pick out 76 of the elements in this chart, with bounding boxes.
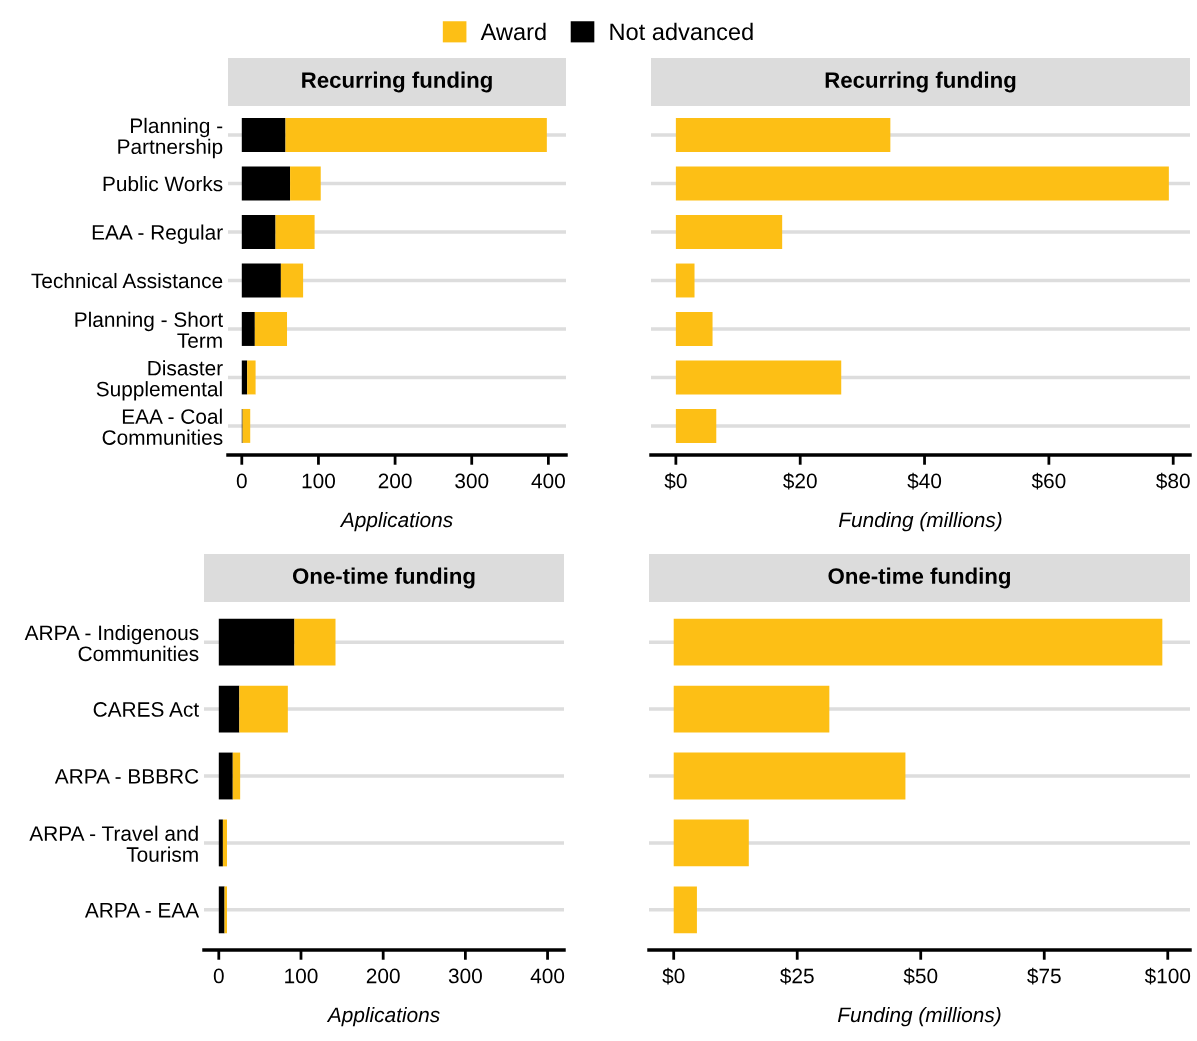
x-axis-title: Applications [326, 1006, 440, 1027]
bar [241, 312, 255, 346]
x-tick-label: 200 [366, 968, 400, 984]
bar [218, 618, 295, 666]
bar [280, 263, 304, 298]
bar [218, 886, 225, 934]
bar [239, 685, 288, 733]
bar [675, 215, 783, 249]
x-tick-label: $60 [1031, 472, 1066, 490]
bar [241, 118, 286, 153]
bar [675, 118, 891, 153]
x-tick-label: 0 [236, 473, 247, 489]
bar [675, 166, 1169, 201]
x-tick-label: 400 [531, 473, 565, 489]
x-tick-label: 100 [302, 473, 336, 489]
y-tick-label: Public Works [103, 176, 223, 192]
legend-label: Not advanced [610, 22, 753, 41]
chart-title: One-time funding [292, 567, 475, 589]
bar [673, 819, 749, 867]
bar [241, 263, 281, 298]
x-tick-label: $25 [780, 967, 814, 985]
y-tick-label: Planning - Short Term [75, 311, 223, 348]
y-tick-label: EAA - Coal Communities [102, 408, 223, 445]
x-tick-label: 0 [213, 968, 224, 984]
x-axis-title: Applications [339, 511, 453, 532]
x-tick-label: 200 [378, 473, 412, 489]
bar [232, 752, 241, 800]
chart-title: Recurring funding [825, 71, 1016, 93]
bar [675, 312, 713, 346]
bar [285, 118, 547, 153]
x-tick-label: $40 [907, 472, 942, 490]
bar [242, 408, 251, 443]
bar [254, 312, 288, 346]
bar [218, 752, 233, 800]
bar [673, 886, 697, 934]
x-tick-label: 100 [285, 968, 318, 984]
bar [218, 819, 223, 867]
bar [675, 263, 695, 298]
bar [675, 360, 842, 395]
bar [218, 685, 240, 733]
x-tick-label: $0 [664, 472, 687, 490]
bar [294, 618, 336, 666]
bar [275, 215, 315, 249]
x-axis-title: Funding (millions) [837, 1006, 1001, 1027]
y-tick-label: CARES Act [93, 702, 199, 717]
bar [673, 685, 830, 733]
chart-title: Recurring funding [302, 71, 492, 93]
y-tick-label: Technical Assistance [31, 272, 223, 289]
x-axis-title: Funding (millions) [838, 511, 1002, 532]
y-tick-label: ARPA - Indigenous Communities [24, 624, 199, 662]
legend-label: Award [480, 22, 546, 41]
bar [241, 166, 291, 201]
y-tick-label: ARPA - BBBRC [54, 769, 199, 784]
chart-title: One-time funding [828, 567, 1010, 589]
x-tick-label: $20 [783, 472, 817, 490]
y-tick-label: Planning - Partnership [118, 117, 223, 159]
bar [241, 215, 276, 249]
bar [241, 360, 248, 395]
x-tick-label: $80 [1156, 472, 1190, 490]
y-tick-label: EAA - Regular [92, 224, 223, 244]
bar [247, 360, 256, 395]
y-tick-label: ARPA - EAA [84, 903, 200, 918]
bar [675, 408, 717, 443]
bar [673, 752, 906, 800]
x-tick-label: $100 [1144, 967, 1191, 985]
y-tick-label: ARPA - Travel and Tourism [29, 825, 198, 862]
bar [222, 819, 228, 867]
bar [290, 166, 321, 201]
x-tick-label: $50 [903, 967, 938, 985]
x-tick-label: $0 [662, 967, 685, 985]
x-tick-label: 300 [455, 473, 489, 489]
x-tick-label: 400 [530, 968, 565, 984]
y-tick-label: Disaster Supplemental [96, 360, 223, 401]
x-tick-label: $75 [1027, 967, 1061, 985]
bar [673, 618, 1163, 666]
x-tick-label: 300 [448, 968, 482, 984]
